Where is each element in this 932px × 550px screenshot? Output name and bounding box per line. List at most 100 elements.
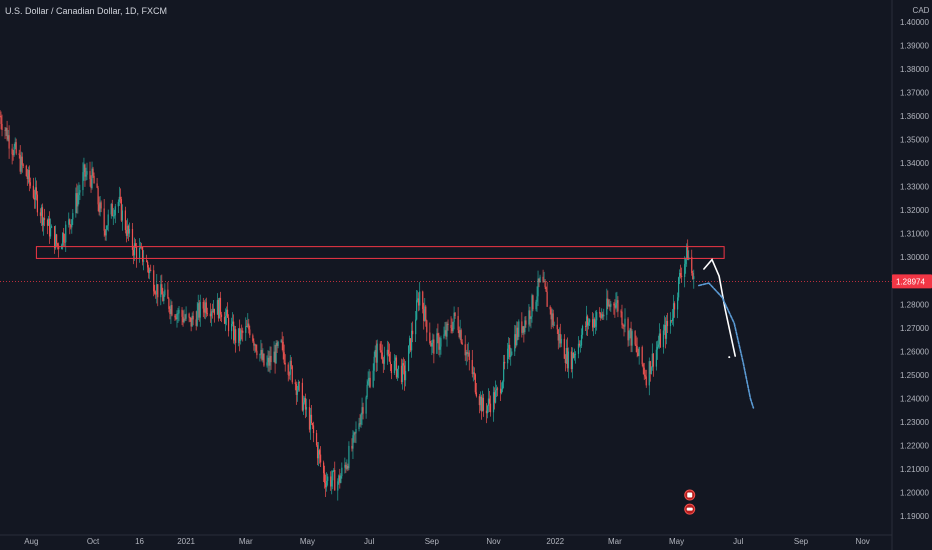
candle-body bbox=[238, 328, 240, 343]
candle bbox=[126, 218, 129, 239]
candle bbox=[412, 321, 414, 343]
candle bbox=[55, 225, 57, 250]
candle-body bbox=[538, 278, 540, 283]
time-tick-label: May bbox=[300, 537, 315, 546]
candle-body bbox=[608, 304, 610, 306]
candle-body bbox=[291, 366, 293, 383]
candle-body bbox=[97, 187, 99, 205]
time-tick-label: Mar bbox=[239, 537, 253, 546]
candle-body bbox=[353, 432, 355, 436]
candle-body bbox=[650, 367, 652, 374]
candle-body bbox=[594, 319, 596, 327]
candle-body bbox=[422, 291, 424, 309]
candle bbox=[256, 344, 258, 359]
candle bbox=[135, 243, 138, 268]
candle-body bbox=[120, 199, 122, 221]
candle-body bbox=[581, 326, 584, 335]
candle-body bbox=[266, 362, 268, 366]
candle-body bbox=[235, 329, 237, 343]
candle bbox=[379, 341, 381, 353]
candle-body bbox=[150, 269, 152, 271]
candle-body bbox=[459, 330, 461, 338]
candle bbox=[402, 357, 405, 375]
candle bbox=[358, 417, 360, 432]
candle bbox=[531, 293, 533, 323]
candle bbox=[65, 221, 67, 252]
candle bbox=[488, 390, 491, 413]
candle-body bbox=[496, 388, 499, 390]
candle-body bbox=[255, 344, 257, 351]
candle-body bbox=[351, 445, 353, 449]
candle bbox=[664, 317, 667, 349]
candle-body bbox=[444, 330, 446, 335]
price-axis[interactable]: CAD 1.40000 1.39000 1.38000 1.37000 1.36000 1.… bbox=[891, 0, 932, 550]
candle bbox=[33, 189, 35, 209]
candle-body bbox=[241, 330, 243, 332]
candle-body bbox=[387, 349, 389, 354]
price-tick-label: 1.40000 bbox=[900, 18, 929, 27]
candle bbox=[162, 287, 164, 302]
candle-body bbox=[536, 296, 538, 302]
candle-body bbox=[261, 350, 263, 360]
candle bbox=[581, 324, 584, 339]
candle bbox=[154, 284, 156, 295]
candle bbox=[124, 206, 127, 234]
candle-body bbox=[157, 284, 159, 298]
candle-body bbox=[630, 328, 632, 346]
candle-body bbox=[388, 353, 390, 362]
candle-body bbox=[373, 356, 375, 371]
candle-body bbox=[418, 298, 420, 306]
candle-body bbox=[379, 343, 381, 351]
candle-body bbox=[544, 280, 546, 288]
candle-body bbox=[198, 303, 200, 318]
candle bbox=[567, 347, 569, 379]
candle bbox=[655, 341, 657, 371]
price-tick-label: 1.22000 bbox=[900, 442, 929, 451]
candle bbox=[167, 282, 169, 299]
candle-body bbox=[489, 403, 492, 413]
candle bbox=[332, 470, 334, 490]
candle bbox=[636, 337, 638, 358]
candle bbox=[227, 314, 230, 337]
candle-body bbox=[381, 352, 383, 360]
candle-body bbox=[492, 392, 495, 413]
candle bbox=[459, 319, 461, 341]
candle bbox=[253, 338, 255, 351]
candle-body bbox=[171, 305, 173, 316]
candle bbox=[546, 282, 548, 307]
time-tick-label: Aug bbox=[24, 537, 38, 546]
candle bbox=[566, 337, 568, 372]
candle-body bbox=[503, 361, 505, 382]
candle-body bbox=[571, 352, 574, 370]
candle-body bbox=[160, 284, 162, 298]
candle-body bbox=[525, 320, 527, 325]
candle bbox=[615, 292, 617, 310]
candle-body bbox=[54, 226, 56, 249]
candle bbox=[12, 149, 14, 161]
current-price-label: 1.28974 bbox=[896, 277, 925, 286]
candle bbox=[203, 300, 205, 319]
candle bbox=[113, 209, 115, 219]
candle-body bbox=[502, 381, 504, 390]
candle-body bbox=[6, 128, 8, 140]
time-axis[interactable]: Aug Oct 16 2021 Mar May Jul Sep Nov 2022 Mar May Jul… bbox=[0, 534, 892, 546]
candle-body bbox=[663, 324, 666, 331]
candle bbox=[234, 325, 236, 345]
candle-body bbox=[346, 465, 348, 469]
candle bbox=[685, 257, 687, 274]
candle-body bbox=[305, 407, 308, 410]
candle bbox=[75, 187, 77, 218]
candle-body bbox=[259, 354, 261, 356]
candle-body bbox=[539, 276, 541, 283]
candle-body bbox=[635, 344, 637, 346]
candle bbox=[621, 304, 623, 329]
candle-body bbox=[12, 154, 14, 156]
candle bbox=[14, 137, 16, 150]
candle bbox=[659, 329, 662, 348]
candle bbox=[150, 264, 152, 272]
candle bbox=[76, 183, 78, 214]
candle-body bbox=[691, 256, 693, 273]
candle-body bbox=[202, 301, 204, 309]
candle bbox=[92, 166, 94, 178]
